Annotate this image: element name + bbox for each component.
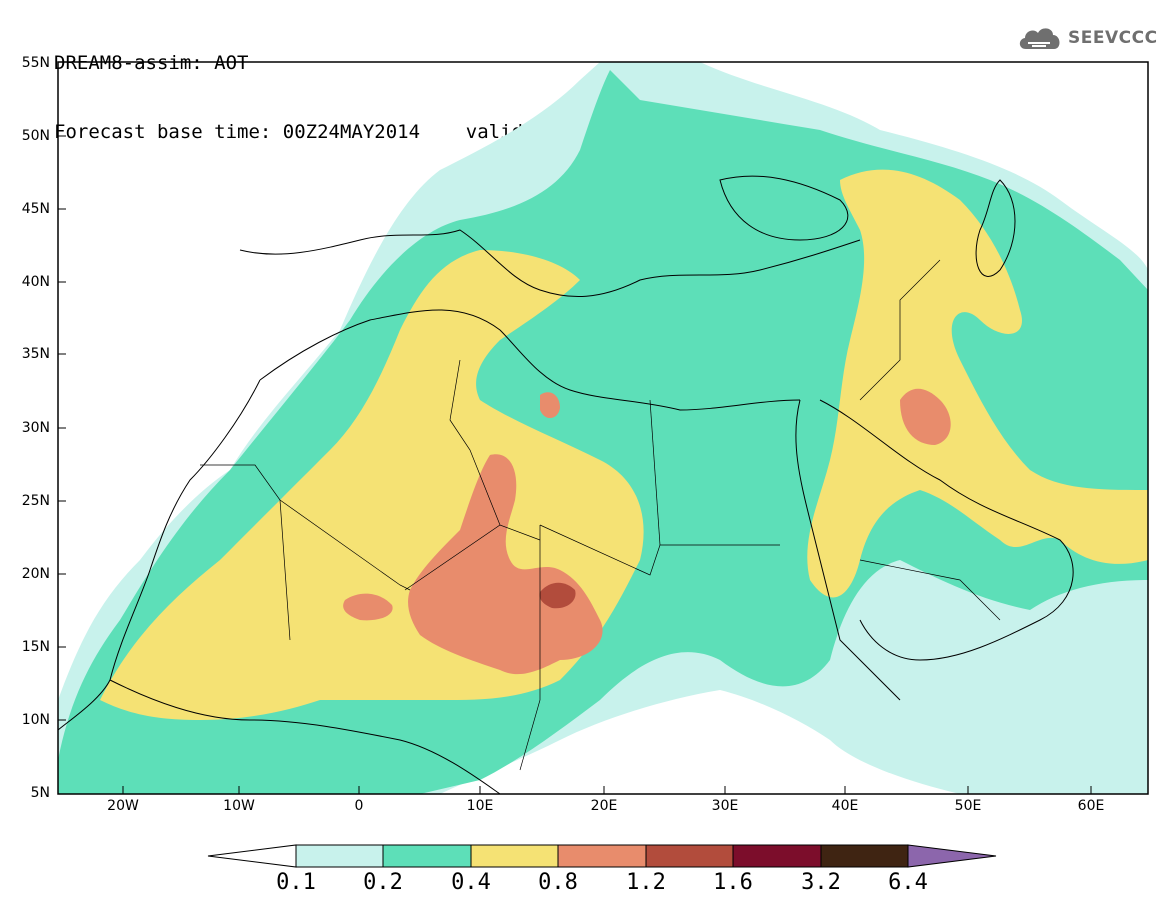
y-tick-label: 5N bbox=[30, 785, 50, 801]
aot-contour-0.4-east bbox=[807, 169, 1148, 598]
colorbar-label: 0.8 bbox=[538, 870, 578, 895]
x-tick-label: 20E bbox=[590, 798, 618, 814]
coastline-africa-west bbox=[58, 379, 261, 731]
colorbar-bin bbox=[645, 844, 734, 868]
aot-contour-0.8-c bbox=[900, 388, 951, 445]
y-tick-label: 15N bbox=[21, 639, 50, 655]
colorbar-label: 0.4 bbox=[451, 870, 491, 895]
y-tick-label: 30N bbox=[21, 420, 50, 436]
x-tick-label: 50E bbox=[954, 798, 982, 814]
seevccc-logo: SEEVCCC bbox=[1016, 22, 1158, 54]
coastline-arabia bbox=[819, 399, 1074, 661]
x-tick-label: 0 bbox=[354, 798, 364, 814]
coastline-north-africa bbox=[259, 309, 801, 411]
y-tick-label: 10N bbox=[21, 712, 50, 728]
coastline-red-sea bbox=[795, 399, 901, 701]
border-7 bbox=[519, 525, 541, 771]
colorbar-high-arrow bbox=[907, 844, 997, 868]
y-tick-label: 35N bbox=[21, 346, 50, 362]
aot-contour-0.8-d bbox=[540, 392, 560, 419]
cloud-icon bbox=[1019, 28, 1060, 49]
coastlines bbox=[58, 175, 1074, 794]
colorbar-low-arrow bbox=[207, 844, 297, 868]
y-tick-label: 45N bbox=[21, 201, 50, 217]
x-tick-label: 30E bbox=[711, 798, 739, 814]
border-2 bbox=[279, 499, 411, 591]
y-tick-label: 50N bbox=[21, 128, 50, 144]
coastline-europe bbox=[239, 229, 861, 297]
border-5 bbox=[649, 399, 661, 546]
aot-contour-0.8 bbox=[408, 454, 603, 675]
colorbar-label: 0.1 bbox=[276, 870, 316, 895]
colorbar-bin bbox=[382, 844, 472, 868]
tick-marks bbox=[58, 135, 1092, 794]
colorbar-bin bbox=[470, 844, 559, 868]
coastline-gulf-guinea bbox=[109, 679, 501, 794]
coastline-caspian bbox=[975, 179, 1016, 277]
colorbar-label: 6.4 bbox=[888, 870, 928, 895]
country-borders bbox=[200, 259, 1001, 771]
colorbar-label: 0.2 bbox=[363, 870, 403, 895]
logo-text: SEEVCCC bbox=[1068, 28, 1158, 48]
colorbar-bin bbox=[557, 844, 647, 868]
colorbar-bin bbox=[295, 844, 384, 868]
aot-field bbox=[58, 62, 1148, 794]
chart-title: DREAM8-assim: AOT bbox=[54, 52, 249, 74]
x-tick-label: 40E bbox=[831, 798, 859, 814]
colorbar-bin bbox=[732, 844, 822, 868]
x-tick-label: 60E bbox=[1077, 798, 1105, 814]
aot-contour-1.2 bbox=[539, 582, 576, 609]
y-tick-label: 55N bbox=[21, 55, 50, 71]
colorbar-label: 1.2 bbox=[626, 870, 666, 895]
border-1 bbox=[200, 464, 291, 641]
y-tick-label: 25N bbox=[21, 493, 50, 509]
x-tick-label: 20W bbox=[107, 798, 139, 814]
colorbar-label: 1.6 bbox=[713, 870, 753, 895]
y-tick-label: 20N bbox=[21, 566, 50, 582]
border-6 bbox=[449, 359, 501, 526]
x-tick-label: 10E bbox=[466, 798, 494, 814]
coastline-black-sea bbox=[719, 175, 849, 241]
x-tick-label: 10W bbox=[223, 798, 255, 814]
aot-contour-0.8-b bbox=[343, 593, 393, 621]
colorbar-bin bbox=[820, 844, 909, 868]
y-tick-label: 40N bbox=[21, 274, 50, 290]
border-9 bbox=[859, 259, 941, 401]
border-4 bbox=[539, 524, 780, 576]
colorbar-label: 3.2 bbox=[801, 870, 841, 895]
border-8 bbox=[859, 559, 1001, 621]
